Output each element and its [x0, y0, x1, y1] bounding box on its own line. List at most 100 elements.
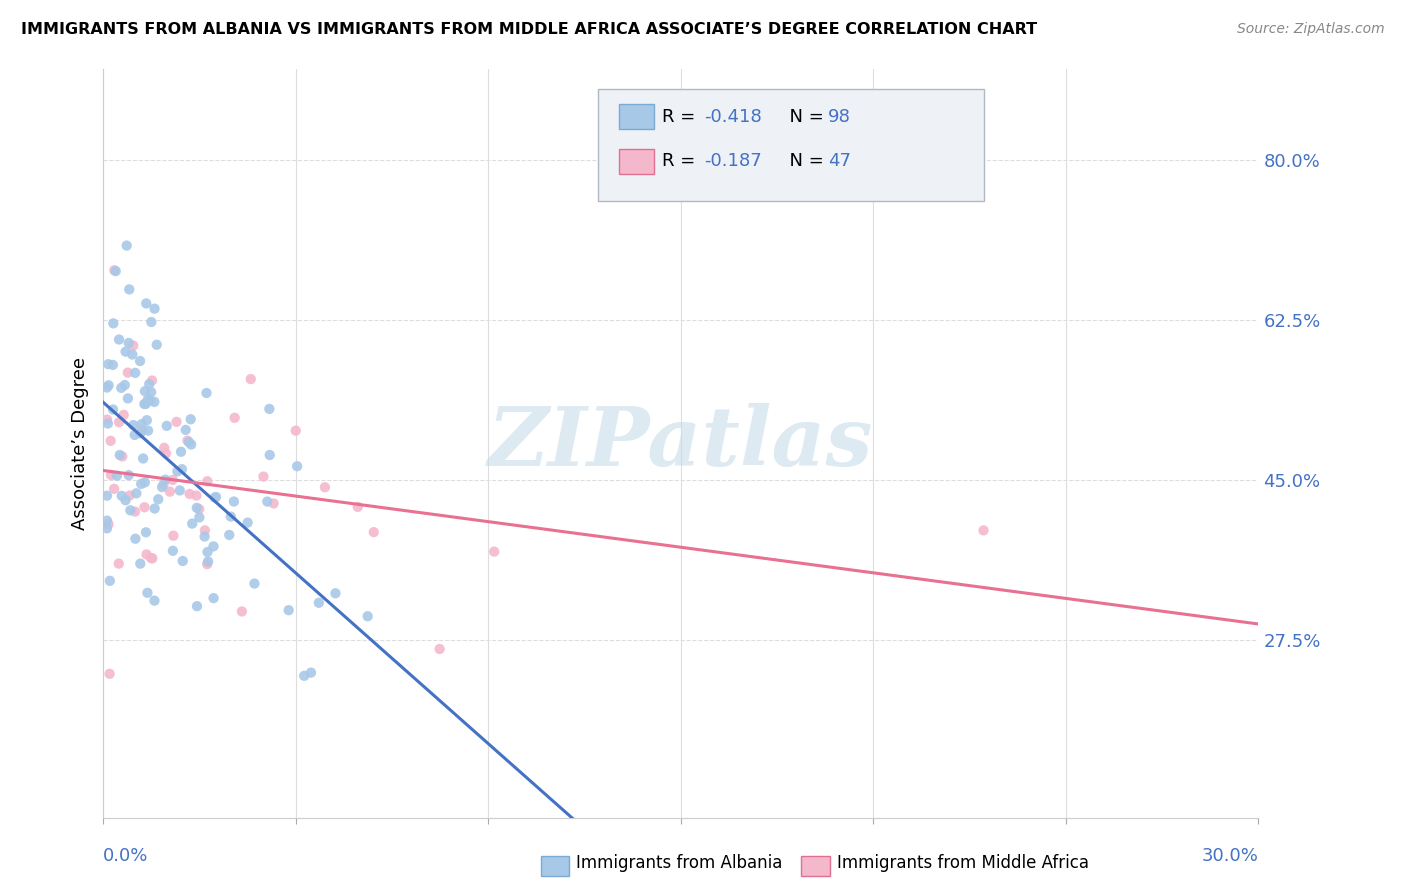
Text: ZIPatlas: ZIPatlas [488, 403, 873, 483]
Text: Immigrants from Albania: Immigrants from Albania [576, 855, 783, 872]
Point [124, 505, 146, 519]
Point [125, 486, 148, 500]
Point [186, 489, 208, 503]
Point [150, 480, 173, 494]
Point [159, 484, 181, 499]
Point [122, 418, 145, 433]
Point [143, 593, 166, 607]
Point [285, 459, 308, 474]
Point [138, 377, 160, 392]
Point [174, 423, 197, 437]
Point [194, 524, 217, 538]
Point [166, 415, 188, 429]
Text: Source: ZipAtlas.com: Source: ZipAtlas.com [1237, 22, 1385, 37]
Point [136, 424, 159, 438]
Text: IMMIGRANTS FROM ALBANIA VS IMMIGRANTS FROM MIDDLE AFRICA ASSOCIATE’S DEGREE CORR: IMMIGRANTS FROM ALBANIA VS IMMIGRANTS FR… [21, 22, 1038, 37]
Point [202, 540, 225, 554]
Point [170, 444, 193, 458]
Point [97, 378, 120, 392]
Point [219, 509, 242, 524]
Point [239, 372, 262, 386]
Point [141, 385, 163, 400]
Point [204, 491, 226, 505]
Point [115, 238, 138, 252]
Point [166, 464, 188, 478]
Point [252, 469, 274, 483]
Text: 30.0%: 30.0% [1202, 847, 1258, 865]
Point [156, 418, 179, 433]
Point [357, 609, 380, 624]
Point [103, 317, 125, 331]
Point [218, 528, 240, 542]
Point [195, 557, 218, 571]
Text: -0.418: -0.418 [704, 108, 762, 126]
Point [120, 503, 142, 517]
Point [96, 521, 118, 535]
Text: 98: 98 [828, 108, 851, 126]
Point [292, 669, 315, 683]
Point [180, 437, 202, 451]
Point [121, 347, 143, 361]
Point [129, 557, 152, 571]
Point [135, 525, 157, 540]
Point [145, 337, 167, 351]
Point [284, 424, 307, 438]
Point [118, 282, 141, 296]
Point [98, 574, 121, 588]
Point [195, 386, 218, 401]
Point [96, 489, 118, 503]
Point [325, 586, 347, 600]
Point [135, 548, 157, 562]
Point [256, 494, 278, 508]
Point [243, 576, 266, 591]
Point [132, 451, 155, 466]
Point [135, 413, 157, 427]
Point [124, 532, 146, 546]
Point [122, 338, 145, 352]
Point [162, 473, 184, 487]
Point [96, 380, 118, 394]
Point [179, 487, 201, 501]
Point [141, 315, 163, 329]
Point [131, 417, 153, 432]
Point [277, 603, 299, 617]
Point [131, 423, 153, 437]
Point [139, 393, 162, 408]
Point [155, 473, 177, 487]
Point [346, 500, 368, 514]
Point [118, 468, 141, 483]
Point [148, 492, 170, 507]
Point [108, 415, 131, 429]
Point [129, 477, 152, 491]
Point [108, 333, 131, 347]
Point [141, 374, 163, 388]
Point [136, 586, 159, 600]
Point [111, 450, 134, 464]
Point [177, 435, 200, 450]
Point [100, 467, 122, 482]
Point [96, 514, 118, 528]
Point [97, 357, 120, 371]
Point [222, 494, 245, 508]
Text: R =: R = [662, 108, 702, 126]
Text: 0.0%: 0.0% [103, 847, 149, 865]
Point [152, 477, 174, 491]
Point [197, 554, 219, 568]
Point [236, 516, 259, 530]
Point [263, 496, 285, 510]
Text: Immigrants from Middle Africa: Immigrants from Middle Africa [837, 855, 1088, 872]
Point [176, 434, 198, 448]
Point [188, 510, 211, 524]
Point [118, 336, 141, 351]
Point [100, 434, 122, 448]
Point [134, 500, 156, 515]
Point [135, 397, 157, 411]
Point [259, 448, 281, 462]
Point [124, 428, 146, 442]
Point [143, 501, 166, 516]
Point [169, 483, 191, 498]
Point [97, 517, 120, 532]
Point [231, 604, 253, 618]
Point [101, 402, 124, 417]
Point [110, 381, 132, 395]
